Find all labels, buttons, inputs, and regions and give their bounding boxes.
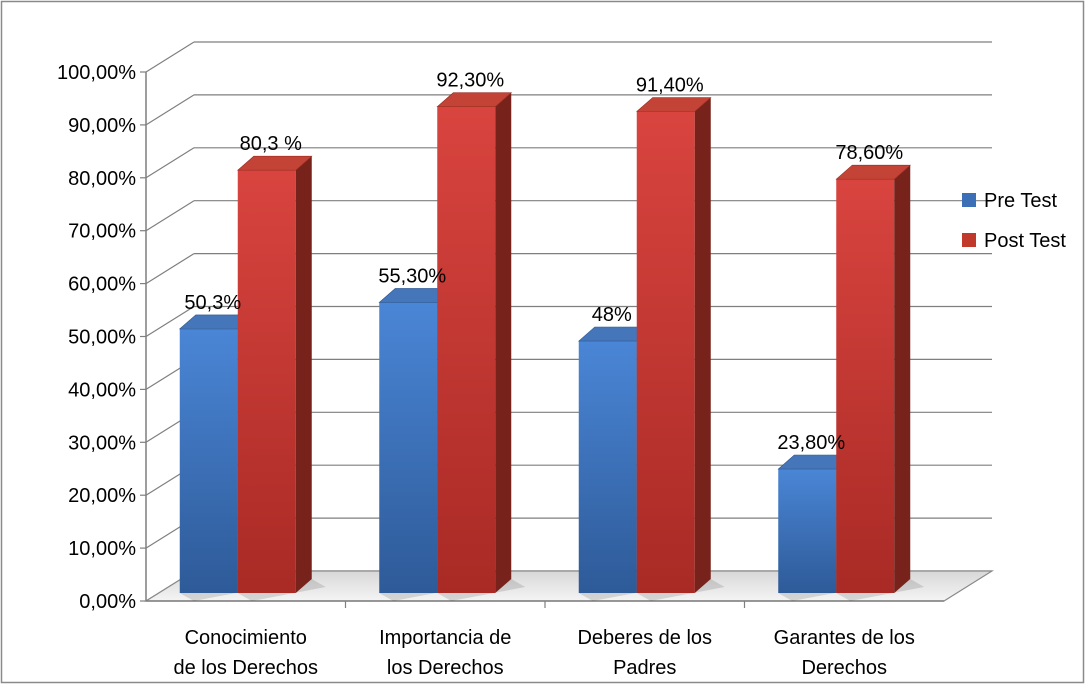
gridline-diagonal	[145, 147, 195, 179]
gridline-diagonal	[145, 41, 195, 73]
bar	[379, 302, 438, 593]
y-tick-label: 20,00%	[68, 485, 136, 507]
y-tick-label: 90,00%	[68, 115, 136, 137]
bar	[636, 111, 695, 593]
x-tick-label: Importancia de los Derechos	[379, 627, 511, 679]
legend-label: Pre Test	[984, 190, 1057, 212]
legend-label: Post Test	[984, 230, 1066, 252]
y-tick-label: 50,00%	[68, 327, 136, 349]
bar-side	[495, 92, 512, 593]
data-label: 48%	[592, 304, 632, 326]
bar	[836, 179, 895, 593]
data-label: 55,30%	[378, 265, 446, 287]
axes: 0,00% 10,00% 20,00% 30,00% 40,00% 50,00% 60,00…	[57, 62, 944, 679]
bar-top	[436, 92, 513, 108]
bar	[578, 341, 637, 593]
bar	[778, 469, 837, 593]
y-tick-label: 0,00%	[79, 591, 136, 613]
bar	[237, 170, 296, 593]
data-label: 50,3%	[184, 292, 241, 314]
data-label: 78,60%	[835, 142, 903, 164]
bar-side	[295, 156, 312, 593]
x-tick-label: Garantes de los Derechos	[774, 627, 915, 679]
data-labels: 50,3% 80,3 % 55,30% 92,30% 48% 91,40% 23,80% 78…	[184, 70, 903, 454]
bar-top	[635, 97, 712, 112]
legend-swatch	[962, 193, 976, 207]
y-tick-label: 60,00%	[68, 274, 136, 296]
y-tick-label: 70,00%	[68, 221, 136, 243]
y-tick-label: 10,00%	[68, 538, 136, 560]
data-label: 80,3 %	[240, 133, 302, 155]
bar-top	[236, 155, 313, 171]
bar-side	[894, 165, 911, 593]
gridline-diagonal	[145, 94, 195, 126]
data-label: 92,30%	[436, 70, 504, 92]
y-tick-label: 30,00%	[68, 432, 136, 454]
bar	[179, 328, 238, 593]
y-tick-label: 40,00%	[68, 379, 136, 401]
bar-side	[694, 97, 711, 593]
bar-top	[835, 164, 912, 180]
bars	[178, 92, 925, 601]
x-tick-label: Deberes de los Padres	[577, 627, 712, 679]
data-label: 91,40%	[636, 74, 704, 96]
y-tick-label: 80,00%	[68, 168, 136, 190]
x-tick-label: Conocimiento de los Derechos	[173, 627, 318, 679]
legend: Pre Test Post Test	[962, 190, 1066, 252]
gridline-diagonal	[145, 305, 195, 338]
bar	[437, 106, 496, 593]
gridline-diagonal	[145, 253, 195, 285]
y-tick-label: 100,00%	[57, 62, 136, 84]
gridline-diagonal	[145, 200, 195, 232]
legend-swatch	[962, 233, 976, 247]
data-label: 23,80%	[777, 432, 845, 454]
